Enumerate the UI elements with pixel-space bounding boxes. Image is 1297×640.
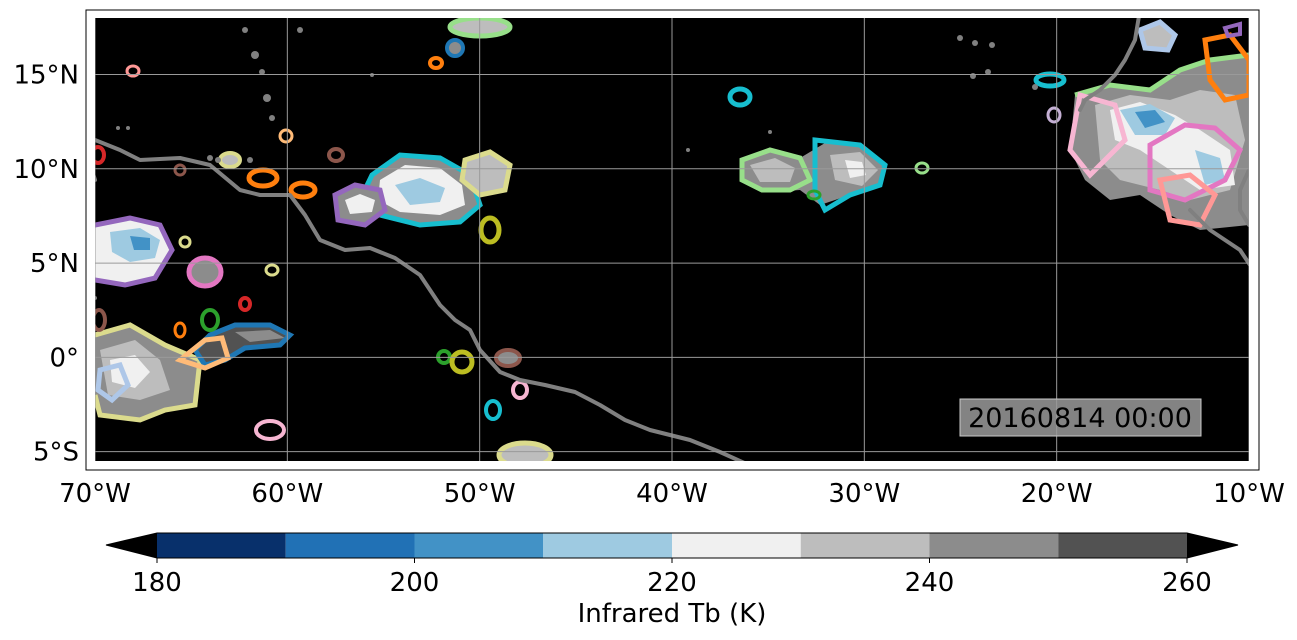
x-tick-label: 40°W (636, 479, 708, 509)
y-tick-label: 0° (49, 343, 79, 373)
colorbar-segment (414, 533, 544, 558)
y-axis-tick-labels: 15°N 10°N 5°N 0° 5°S (13, 61, 79, 468)
timestamp-background (959, 398, 1202, 437)
colorbar-label: Infrared Tb (K) (578, 599, 767, 629)
x-tick-label: 20°W (1021, 479, 1093, 509)
gridlines (95, 18, 1249, 461)
cloud-clusters (95, 18, 1249, 461)
x-tick-label: 30°W (828, 479, 900, 509)
colorbar-tick-label: 180 (132, 568, 182, 598)
colorbar-segment (285, 533, 415, 558)
y-tick-label: 10°N (13, 155, 79, 185)
x-tick-label: 50°W (444, 479, 516, 509)
colorbar-segment (157, 533, 286, 558)
y-tick-label: 5°N (30, 249, 79, 279)
colorbar-ticks: 180 200 220 240 260 (132, 558, 1212, 598)
y-tick-label: 15°N (13, 61, 79, 91)
colorbar-segment (543, 533, 672, 558)
colorbar-segment (672, 533, 801, 558)
islands (95, 27, 1038, 300)
timestamp-box: 20160814 00:00 (959, 398, 1202, 437)
colorbar-tick-label: 200 (390, 568, 440, 598)
x-tick-label: 10°W (1213, 479, 1285, 509)
cloud-cluster (739, 137, 888, 214)
cloud-cluster (332, 182, 388, 228)
colorbar-segment (929, 533, 1059, 558)
cloud-cluster (459, 149, 513, 198)
x-tick-label: 60°W (251, 479, 323, 509)
cloud-cluster (95, 215, 175, 288)
cloud-cluster (95, 322, 203, 423)
colorbar-segment (800, 533, 930, 558)
y-tick-label: 5°S (33, 438, 79, 468)
x-tick-label: 70°W (59, 479, 131, 509)
colorbar-segments (157, 533, 1187, 558)
colorbar-extend-under (106, 533, 157, 558)
cloud-cluster (1067, 19, 1249, 230)
colorbar-tick-label: 260 (1162, 568, 1212, 598)
colorbar-segment (1058, 533, 1187, 558)
colorbar-extend-over (1187, 533, 1238, 558)
colorbar-tick-label: 240 (905, 568, 955, 598)
x-axis-tick-labels: 70°W 60°W 50°W 40°W 30°W 20°W 10°W (59, 479, 1285, 509)
timestamp-label: 20160814 00:00 (968, 403, 1192, 434)
colorbar: 180 200 220 240 260 Infrared Tb (K) (105, 532, 1239, 629)
colorbar-tick-label: 220 (647, 568, 697, 598)
